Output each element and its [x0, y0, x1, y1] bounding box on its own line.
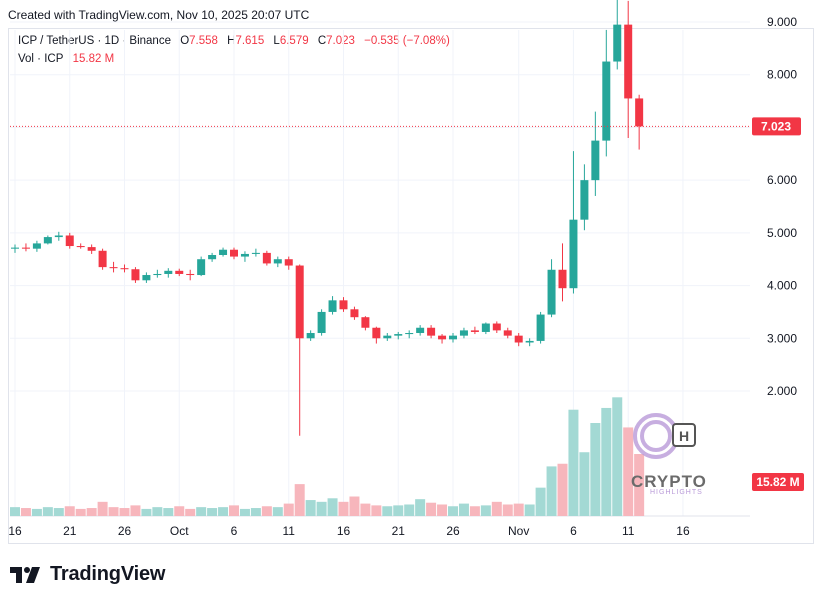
created-caption: Created with TradingView.com, Nov 10, 20… — [8, 8, 310, 22]
tradingview-brand-text: TradingView — [50, 563, 166, 585]
chart-frame[interactable] — [8, 28, 814, 544]
symbol-label[interactable]: ICP / TetherUS · 1D · Binance — [18, 35, 171, 47]
y-tick-label: 9.000 — [767, 15, 797, 29]
high-value: 7.615 — [235, 35, 265, 47]
open-label: O — [180, 35, 190, 47]
low-label: L — [273, 35, 280, 47]
change-value: −0.535 (−7.08%) — [364, 35, 450, 47]
volume-value: 15.82 M — [72, 53, 115, 65]
ohlc-legend: ICP / TetherUS · 1D · Binance O7.558 H7.… — [18, 35, 450, 47]
close-label: C — [317, 35, 327, 47]
volume-legend: Vol · ICP 15.82 M — [18, 53, 114, 65]
high-label: H — [227, 35, 236, 47]
tradingview-brand[interactable]: TradingView — [10, 563, 165, 586]
tradingview-logo-icon — [10, 566, 40, 583]
volume-label[interactable]: Vol · ICP — [18, 53, 64, 65]
close-value: 7.023 — [326, 35, 355, 47]
open-value: 7.558 — [189, 35, 218, 47]
low-value: 6.579 — [279, 35, 309, 47]
